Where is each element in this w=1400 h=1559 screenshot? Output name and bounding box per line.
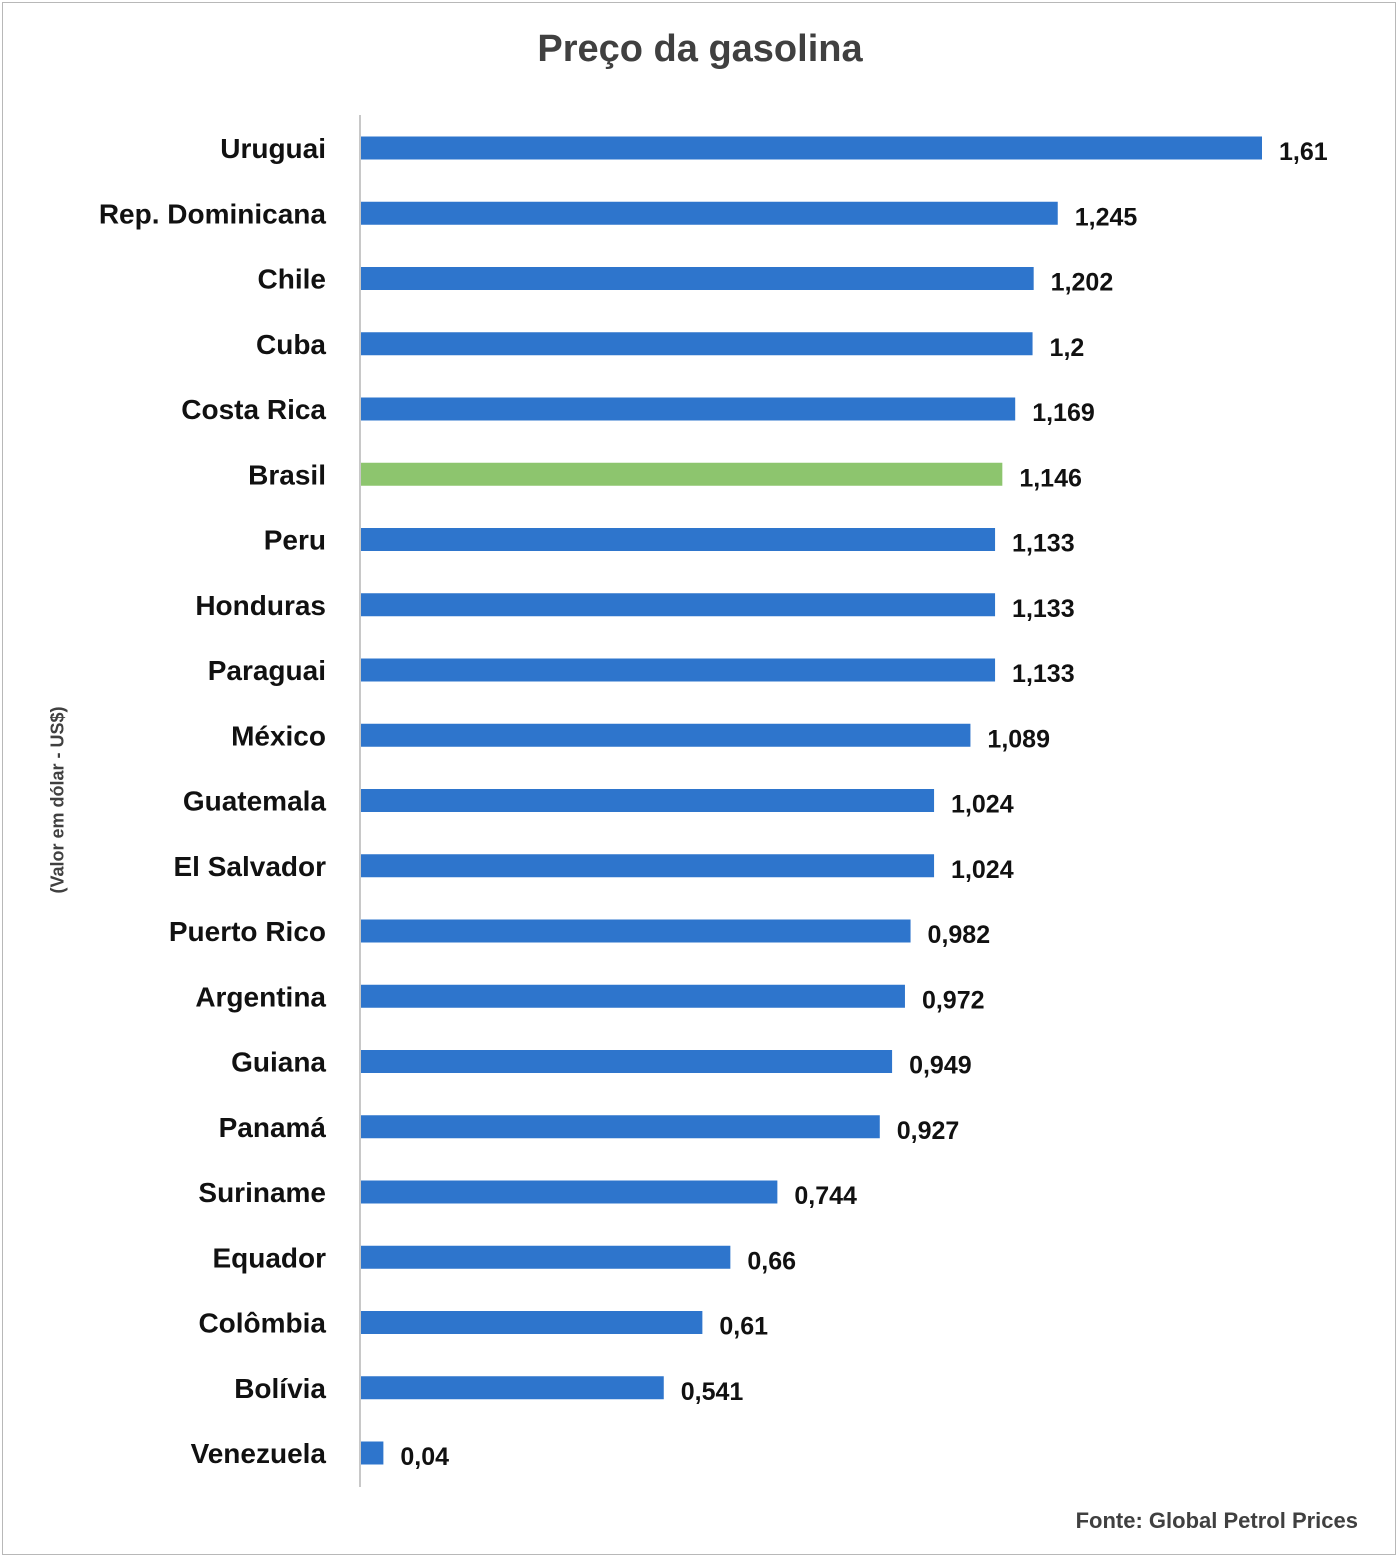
category-label-suriname: Suriname xyxy=(198,1177,326,1208)
source-note: Fonte: Global Petrol Prices xyxy=(1075,1508,1358,1533)
value-label-bolivia: 0,541 xyxy=(681,1378,744,1406)
value-label-peru: 1,133 xyxy=(1012,530,1075,558)
category-label-equador: Equador xyxy=(212,1242,326,1273)
value-label-panama: 0,927 xyxy=(897,1117,960,1145)
bar-venezuela xyxy=(361,1441,384,1465)
category-label-rep-dominicana: Rep. Dominicana xyxy=(99,198,327,229)
bar-colombia xyxy=(361,1311,703,1334)
value-label-mexico: 1,089 xyxy=(987,725,1050,753)
value-label-equador: 0,66 xyxy=(747,1247,796,1275)
category-label-guiana: Guiana xyxy=(231,1047,326,1078)
bar-guatemala xyxy=(361,789,935,812)
category-label-panama: Panamá xyxy=(219,1112,327,1143)
bar-peru xyxy=(361,528,996,551)
category-label-bolivia: Bolívia xyxy=(234,1373,326,1404)
value-label-colombia: 0,61 xyxy=(719,1313,768,1341)
bar-honduras xyxy=(361,593,996,617)
category-label-venezuela: Venezuela xyxy=(191,1438,327,1469)
category-label-peru: Peru xyxy=(264,525,326,556)
value-label-guiana: 0,949 xyxy=(909,1052,972,1080)
category-label-honduras: Honduras xyxy=(195,590,326,621)
bar-panama xyxy=(361,1115,880,1139)
value-label-cuba: 1,2 xyxy=(1050,334,1085,362)
value-label-rep-dominicana: 1,245 xyxy=(1075,203,1138,231)
category-label-colombia: Colômbia xyxy=(198,1308,326,1339)
value-label-chile: 1,202 xyxy=(1051,269,1114,297)
value-label-brasil: 1,146 xyxy=(1019,464,1082,492)
value-label-uruguai: 1,61 xyxy=(1279,138,1328,166)
category-label-cuba: Cuba xyxy=(256,329,326,360)
bar-rep-dominicana xyxy=(361,201,1058,225)
bar-guiana xyxy=(361,1050,893,1073)
bar-el-salvador xyxy=(361,854,935,878)
value-label-honduras: 1,133 xyxy=(1012,595,1075,623)
value-label-costa-rica: 1,169 xyxy=(1032,399,1095,427)
bar-uruguai xyxy=(361,136,1262,160)
category-label-brasil: Brasil xyxy=(248,459,326,490)
category-label-paraguai: Paraguai xyxy=(208,655,326,686)
value-label-paraguai: 1,133 xyxy=(1012,660,1075,688)
bar-bolivia xyxy=(361,1376,664,1400)
value-label-el-salvador: 1,024 xyxy=(951,856,1014,884)
value-label-venezuela: 0,04 xyxy=(400,1443,449,1471)
bar-cuba xyxy=(361,332,1033,356)
bar-mexico xyxy=(361,723,971,747)
category-label-uruguai: Uruguai xyxy=(220,133,326,164)
bar-suriname xyxy=(361,1180,778,1204)
category-label-argentina: Argentina xyxy=(195,981,326,1012)
bar-argentina xyxy=(361,984,905,1008)
value-label-puerto-rico: 0,982 xyxy=(928,921,991,949)
bar-chile xyxy=(361,267,1034,290)
bar-costa-rica xyxy=(361,397,1016,421)
category-label-costa-rica: Costa Rica xyxy=(181,394,326,425)
category-label-puerto-rico: Puerto Rico xyxy=(169,916,326,947)
category-label-guatemala: Guatemala xyxy=(183,786,327,817)
value-label-guatemala: 1,024 xyxy=(951,791,1014,819)
bar-equador xyxy=(361,1245,731,1269)
bar-brasil xyxy=(361,462,1003,486)
value-label-suriname: 0,744 xyxy=(794,1182,857,1210)
category-label-mexico: México xyxy=(231,720,326,751)
bar-puerto-rico xyxy=(361,919,911,943)
category-label-chile: Chile xyxy=(258,264,326,295)
bar-paraguai xyxy=(361,658,996,682)
value-label-argentina: 0,972 xyxy=(922,986,985,1014)
category-label-el-salvador: El Salvador xyxy=(173,851,326,882)
chart-title: Preço da gasolina xyxy=(537,28,863,70)
